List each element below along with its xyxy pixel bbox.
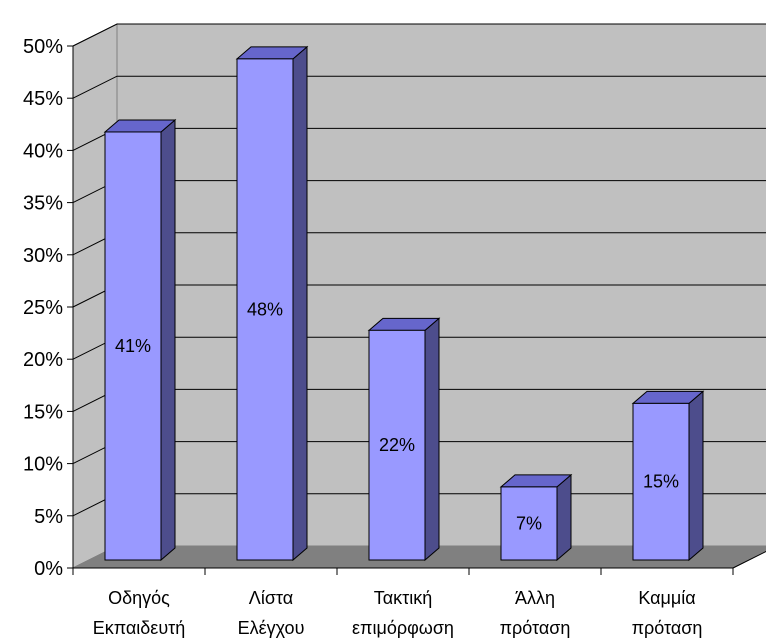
- bar-front: [104, 131, 162, 561]
- x-tick-label: Άλλη: [515, 588, 555, 608]
- bar-front: [368, 329, 426, 561]
- y-tick-label: 50%: [23, 36, 63, 58]
- x-axis-depth-line: [732, 550, 766, 569]
- x-tick-label: Οδηγός: [108, 588, 170, 608]
- data-label: 41%: [115, 336, 151, 356]
- data-label: 48%: [247, 299, 283, 319]
- bar-side: [424, 317, 440, 562]
- y-tick-label: 15%: [23, 401, 63, 423]
- bar-front: [236, 58, 294, 561]
- labels: 0% 5% 10% 15% 20% 25% 30% 35% 40% 45% 50% 41% 48% 22%…: [23, 36, 702, 638]
- bar-front: [632, 402, 690, 561]
- x-tick-label: Ελέγχου: [238, 618, 305, 638]
- gridline: [72, 23, 766, 47]
- x-tick-label: Λίστα: [249, 588, 293, 608]
- y-tick-label: 5%: [34, 506, 63, 528]
- bar-side: [292, 45, 308, 562]
- x-tick-label: πρόταση: [500, 618, 571, 638]
- bar-side: [688, 390, 704, 562]
- x-tick-label: Εκπαιδευτή: [93, 618, 186, 638]
- y-tick-label: 40%: [23, 140, 63, 162]
- data-label: 22%: [379, 435, 415, 455]
- x-tick-label: πρόταση: [632, 618, 703, 638]
- y-tick-label: 35%: [23, 193, 63, 215]
- y-tick-label: 25%: [23, 297, 63, 319]
- x-tick-label: επιμόρφωση: [352, 618, 454, 638]
- bar-0: [103, 118, 177, 562]
- bar-2: [367, 317, 441, 562]
- y-tick-label: 0%: [34, 558, 63, 580]
- y-tick-label: 20%: [23, 349, 63, 371]
- axes: [67, 45, 766, 575]
- bar-3: [499, 473, 573, 562]
- bars: [103, 45, 705, 562]
- x-tick-label: Τακτική: [374, 588, 433, 608]
- bar-side: [556, 473, 572, 562]
- bar-side: [160, 118, 176, 562]
- gridline: [72, 75, 766, 99]
- y-tick-label: 30%: [23, 245, 63, 267]
- bar-1: [235, 45, 309, 562]
- bar-4: [631, 390, 705, 562]
- data-label: 15%: [643, 472, 679, 492]
- x-tick-label: Καμμία: [638, 588, 695, 608]
- y-tick-label: 10%: [23, 454, 63, 476]
- data-label: 7%: [516, 513, 542, 533]
- bar-front: [500, 486, 558, 561]
- y-tick-label: 45%: [23, 88, 63, 110]
